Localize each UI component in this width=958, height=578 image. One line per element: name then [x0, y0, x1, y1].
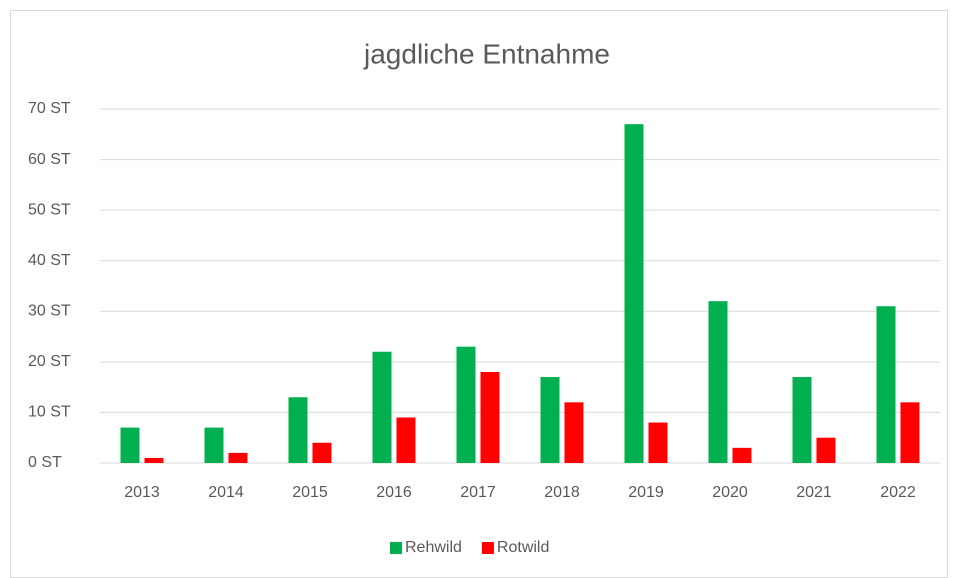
- bar: [396, 417, 416, 463]
- bar: [312, 442, 332, 463]
- y-tick-label: 20 ST: [28, 353, 71, 370]
- bar: [816, 437, 836, 463]
- bar: [204, 427, 224, 463]
- x-tick-label: 2017: [460, 484, 496, 501]
- legend-swatch: [390, 542, 402, 554]
- y-tick-label: 10 ST: [28, 404, 71, 421]
- bar: [648, 422, 668, 463]
- y-tick-label: 40 ST: [28, 252, 71, 269]
- bar: [708, 301, 728, 463]
- y-tick-label: 70 ST: [28, 100, 71, 117]
- x-tick-label: 2014: [208, 484, 244, 501]
- x-tick-label: 2013: [124, 484, 160, 501]
- bar: [372, 351, 392, 463]
- x-tick-label: 2015: [292, 484, 328, 501]
- y-tick-label: 30 ST: [28, 303, 71, 320]
- bar: [624, 124, 644, 464]
- x-tick-label: 2021: [796, 484, 832, 501]
- chart-border: [10, 10, 948, 578]
- chart-title: jagdliche Entnahme: [363, 38, 610, 69]
- bar: [732, 447, 752, 463]
- bar: [480, 371, 500, 463]
- bar: [288, 397, 308, 463]
- bar: [900, 402, 920, 463]
- bar: [792, 377, 812, 463]
- bar: [120, 427, 140, 463]
- y-tick-label: 0 ST: [28, 454, 62, 471]
- y-tick-label: 50 ST: [28, 201, 71, 218]
- legend-label: Rotwild: [497, 539, 549, 556]
- bar: [564, 402, 584, 463]
- x-tick-label: 2020: [712, 484, 748, 501]
- x-tick-label: 2018: [544, 484, 580, 501]
- x-tick-label: 2016: [376, 484, 412, 501]
- bar: [228, 452, 248, 463]
- bar: [540, 377, 560, 463]
- bar: [876, 306, 896, 463]
- legend-label: Rehwild: [405, 539, 462, 556]
- x-tick-label: 2022: [880, 484, 916, 501]
- bar: [144, 457, 164, 463]
- bar: [456, 346, 476, 463]
- legend-swatch: [481, 542, 494, 554]
- x-tick-label: 2019: [628, 484, 664, 501]
- y-tick-label: 60 ST: [28, 151, 71, 168]
